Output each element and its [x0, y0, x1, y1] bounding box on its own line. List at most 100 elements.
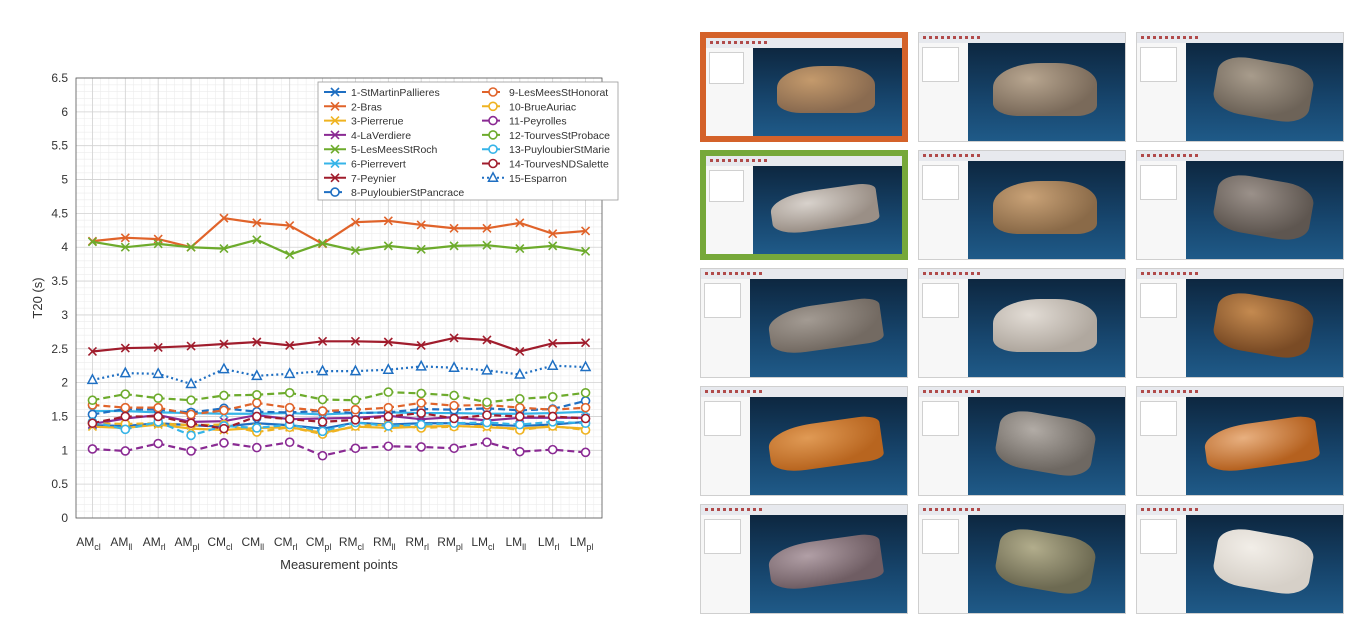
app-side-panel [1137, 279, 1188, 377]
data-point [515, 244, 525, 254]
y-tick-label: 6.5 [51, 71, 68, 85]
series-line-10 [92, 422, 586, 436]
data-point [252, 423, 262, 433]
model-thumbnail [918, 150, 1126, 260]
point-cloud-model [1210, 170, 1316, 244]
x-tick-label: CMll [241, 535, 264, 552]
point-cloud-model [766, 532, 885, 594]
y-tick-label: 0.5 [51, 477, 68, 491]
data-point [515, 394, 525, 404]
3d-viewport [1186, 515, 1343, 613]
3d-viewport [968, 515, 1125, 613]
model-thumbnail [1136, 150, 1344, 260]
app-side-panel [1137, 161, 1188, 259]
data-point [284, 402, 295, 413]
data-point [481, 363, 493, 375]
data-point [482, 397, 492, 408]
data-point [547, 444, 558, 455]
data-point [482, 410, 492, 420]
legend-label: 4-LaVerdiere [351, 130, 411, 142]
data-point [153, 411, 163, 422]
legend-marker [330, 116, 340, 126]
legend-label: 8-PuyloubierStPancrace [351, 187, 464, 199]
data-point [514, 367, 526, 379]
legend-label: 2-Bras [351, 101, 382, 113]
data-point [317, 406, 328, 416]
chart-canvas: 0 0.5 1 1.5 2 2.5 3 3.5 4 4.5 5 5.5 6 6.5 AMcl AMll AMrl… [30, 71, 619, 572]
data-point [515, 402, 525, 413]
3d-viewport [968, 161, 1125, 259]
plot-frame [75, 77, 603, 519]
app-side-panel [1137, 515, 1188, 613]
y-tick-label: 0 [61, 511, 68, 525]
data-point [416, 419, 426, 430]
3d-viewport [753, 166, 902, 254]
data-point [350, 443, 361, 454]
model-thumbnail [918, 386, 1126, 496]
data-point [153, 438, 163, 449]
y-tick-label: 2 [61, 376, 68, 390]
x-tick-label: RMcl [339, 535, 364, 552]
app-side-panel [919, 161, 970, 259]
data-point [252, 389, 262, 400]
data-point [448, 361, 460, 372]
3d-viewport [750, 397, 907, 495]
model-thumbnail [700, 32, 908, 142]
app-side-panel [701, 279, 752, 377]
point-cloud-model [768, 181, 881, 237]
data-point [580, 387, 591, 398]
legend-marker [488, 115, 498, 126]
legend-label: 9-LesMeesStHonorat [509, 87, 608, 99]
y-tick-label: 3.5 [51, 274, 68, 288]
data-point [548, 229, 558, 239]
model-thumbnail-grid [700, 32, 1348, 614]
x-tick-label: LMcl [471, 535, 494, 552]
data-point [252, 398, 262, 408]
point-cloud-model [993, 298, 1097, 352]
data-point [449, 241, 459, 251]
model-thumbnail [700, 504, 908, 614]
app-side-panel [701, 397, 752, 495]
legend-label: 14-TourvesNDSalette [509, 159, 609, 171]
data-point [186, 395, 196, 406]
data-point [120, 343, 130, 353]
data-point [449, 390, 459, 401]
legend-label: 5-LesMeesStRoch [351, 144, 438, 156]
data-point [120, 446, 131, 456]
x-tick-label: RMrl [405, 535, 429, 552]
legend-label: 13-PuyloubierStMarie [509, 144, 610, 156]
y-tick-label: 1.5 [51, 409, 68, 423]
series-line-13 [92, 420, 586, 437]
y-tick-label: 3 [61, 308, 68, 322]
x-axis-label: Measurement points [280, 557, 398, 572]
series-line-11 [92, 441, 586, 457]
data-point [284, 387, 295, 398]
data-point [252, 411, 262, 422]
x-tick-label: CMcl [207, 535, 232, 552]
data-point [252, 442, 262, 453]
data-point [185, 377, 197, 389]
x-tick-label: LMpl [570, 535, 594, 552]
legend-marker [488, 158, 498, 169]
data-point [153, 342, 163, 352]
data-point [317, 426, 328, 437]
legend-marker [330, 173, 340, 183]
x-tick-label: RMpl [437, 535, 463, 552]
data-point [350, 404, 361, 415]
series-line-14 [92, 411, 586, 430]
point-cloud-model [1210, 524, 1316, 598]
series-line-4 [92, 413, 586, 425]
data-point [87, 418, 98, 429]
data-point [120, 424, 131, 435]
data-point [284, 437, 295, 447]
legend-label: 12-TourvesStProbace [509, 130, 610, 142]
3d-viewport [750, 279, 907, 377]
data-point [219, 438, 229, 448]
data-point [449, 223, 459, 233]
data-point [580, 447, 591, 458]
x-tick-label: AMll [110, 535, 132, 552]
3d-viewport [968, 279, 1125, 377]
data-point [383, 241, 393, 251]
legend-marker [330, 130, 340, 140]
data-point [317, 450, 328, 461]
